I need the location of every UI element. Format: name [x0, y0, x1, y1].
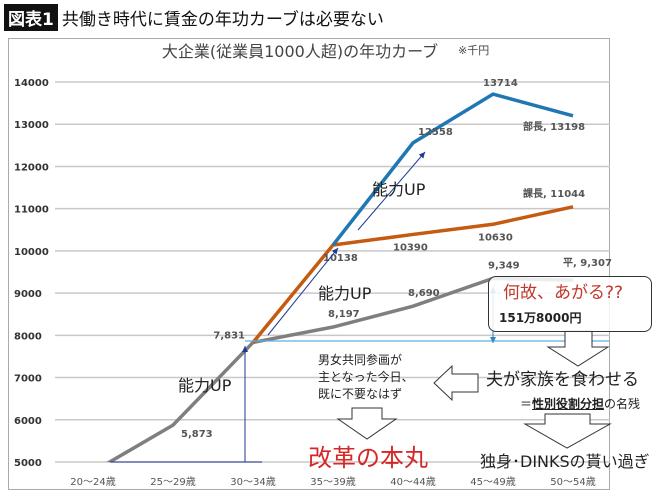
- y-tick-label: 13000: [14, 120, 49, 131]
- why-rise-text: 何故、あがる??: [503, 283, 624, 303]
- ability-arrow-1: [357, 151, 426, 231]
- y-tick-label: 7000: [14, 374, 42, 385]
- figure-header: 図表1 共働き時代に賃金の年功カーブは必要ない: [4, 3, 384, 31]
- note-line-3: 既に不要なはず: [318, 387, 403, 401]
- data-label: 7,831: [213, 330, 245, 341]
- y-tick-label: 14000: [14, 78, 49, 89]
- x-tick-label: 30～34歳: [230, 476, 275, 488]
- figure-title: 共働き時代に賃金の年功カーブは必要ない: [61, 9, 384, 30]
- husband-feeds-family-text: 夫が家族を食わせる: [486, 370, 639, 390]
- x-tick-label: 40～44歳: [390, 476, 435, 488]
- left-arrow: [433, 364, 479, 402]
- gap-amount-text: 151万8000円: [499, 311, 582, 325]
- x-tick-label: 50～54歳: [550, 476, 595, 488]
- reform-core-text: 改革の本丸: [308, 444, 428, 472]
- series-line-課長: [251, 205, 574, 344]
- y-tick-label: 8000: [14, 331, 42, 342]
- y-tick-label: 5000: [14, 458, 42, 469]
- y-tick-label: 12000: [14, 162, 49, 173]
- chart-frame: [8, 38, 610, 490]
- data-label: 10390: [393, 242, 428, 253]
- note-line-1: 男女共同参画が: [318, 353, 403, 367]
- data-label: 8,690: [408, 288, 440, 299]
- data-label: 平, 9,307: [563, 257, 612, 269]
- data-label: 10630: [478, 232, 513, 243]
- role-bold: 性別役割分担: [532, 397, 605, 411]
- note-line-2: 主となった今日、: [318, 370, 414, 384]
- data-label: 部長, 13198: [523, 120, 585, 133]
- data-label: 12558: [418, 127, 453, 138]
- role-prefix: ＝: [520, 397, 533, 411]
- series-line-部長: [331, 92, 574, 247]
- y-tick-label: 6000: [14, 416, 42, 427]
- gender-equality-note: 男女共同参画が 主となった今日、 既に不要なはず: [318, 352, 414, 403]
- data-label: 10138: [323, 253, 358, 264]
- down-arrow-center: [336, 407, 398, 440]
- data-label: 課長, 11044: [523, 187, 585, 200]
- y-tick-label: 9000: [14, 289, 42, 300]
- role-suffix: の名残: [604, 397, 641, 411]
- x-tick-label: 25～29歳: [150, 476, 195, 488]
- x-tick-label: 45～49歳: [470, 476, 515, 488]
- question-box: 何故、あがる?? 151万8000円: [488, 276, 652, 332]
- unit-note: ※千円: [458, 44, 490, 57]
- y-tick-label: 10000: [14, 247, 49, 258]
- y-tick-label: 11000: [14, 205, 49, 216]
- down-arrow-right-top: [546, 330, 610, 367]
- data-label: 13714: [483, 78, 518, 89]
- overpaid-text: 独身･DINKSの貰い過ぎ: [480, 452, 650, 471]
- ability-up-label-1: 能力UP: [372, 180, 426, 199]
- ability-up-label-3: 能力UP: [178, 376, 232, 395]
- x-tick-label: 20～24歳: [70, 476, 115, 488]
- data-label: 5,873: [181, 429, 213, 440]
- down-arrow-right-bottom: [523, 413, 612, 449]
- ability-arrow-2: [267, 247, 339, 336]
- figure-badge: 図表1: [4, 3, 58, 31]
- x-tick-label: 35～39歳: [310, 476, 355, 488]
- data-label: 8,197: [328, 309, 360, 320]
- ability-up-label-2: 能力UP: [318, 284, 372, 303]
- data-label: 9,349: [488, 260, 520, 271]
- chart-title: 大企業(従業員1000人超)の年功カーブ: [161, 42, 439, 61]
- gender-role-text: ＝性別役割分担の名残: [520, 395, 640, 412]
